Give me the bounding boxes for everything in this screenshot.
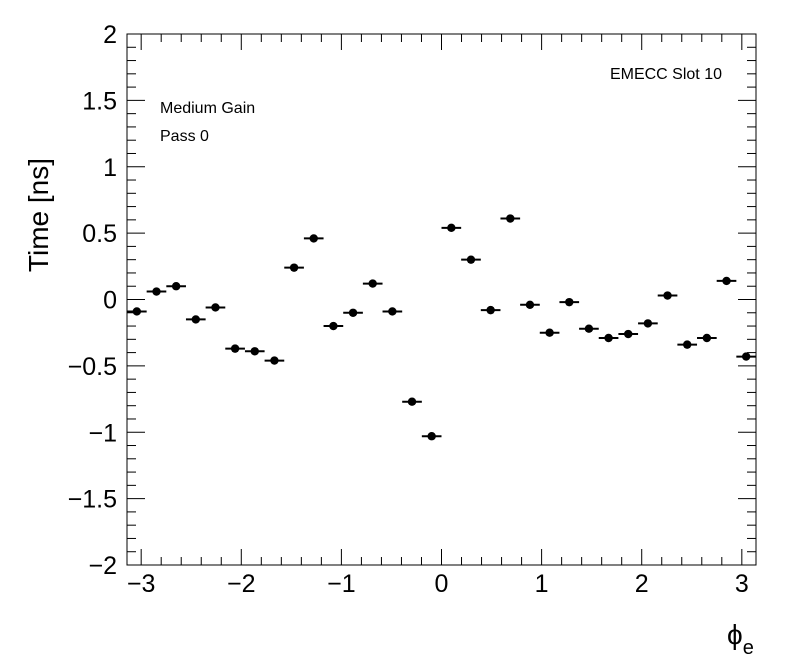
y-tick-label: 0.5 (82, 220, 117, 248)
data-point (461, 255, 481, 264)
data-marker (388, 307, 397, 316)
annotation-pass: Pass 0 (160, 128, 209, 145)
x-tick-label: 0 (435, 570, 449, 598)
annotation-gain: Medium Gain (160, 100, 255, 117)
data-marker (565, 297, 574, 307)
data-marker (702, 333, 712, 343)
data-point (441, 223, 462, 233)
data-point (677, 340, 698, 349)
data-marker (722, 276, 731, 286)
data-marker (624, 329, 633, 339)
data-marker (447, 223, 456, 233)
data-point (618, 329, 639, 339)
data-point (480, 305, 501, 315)
data-marker (309, 234, 318, 243)
x-axis-title-subscript: e (743, 637, 754, 659)
data-marker (683, 340, 692, 349)
data-point (500, 214, 521, 223)
data-point (264, 356, 285, 365)
y-tick-label: 0 (103, 287, 117, 315)
data-marker (191, 315, 200, 324)
data-marker (741, 352, 751, 361)
data-marker (604, 333, 613, 343)
data-point (323, 321, 344, 331)
data-marker (230, 344, 240, 353)
data-point (205, 303, 226, 312)
data-point (657, 291, 678, 300)
data-point (166, 282, 186, 291)
data-point (697, 333, 717, 343)
x-tick-label: −1 (327, 570, 356, 598)
data-point (343, 308, 363, 317)
x-tick-label: −3 (127, 570, 156, 598)
data-marker (152, 287, 161, 296)
data-point (225, 344, 245, 353)
y-tick-label: −1.5 (68, 486, 117, 514)
data-marker (250, 347, 259, 356)
data-marker (132, 307, 142, 316)
x-axis-title-symbol: ϕ (727, 619, 743, 650)
data-marker (211, 303, 220, 312)
data-point (362, 279, 383, 288)
data-marker (329, 321, 338, 331)
data-point (559, 297, 580, 307)
x-tick-label: 2 (635, 570, 649, 598)
data-marker (289, 263, 299, 272)
data-marker (643, 319, 653, 328)
data-marker (171, 282, 181, 291)
x-tick-label: 3 (735, 570, 749, 598)
data-point (284, 263, 304, 272)
y-tick-label: 1 (103, 154, 117, 182)
data-marker (270, 356, 279, 365)
data-point (303, 234, 324, 243)
data-point (638, 319, 658, 328)
x-axis-ticks (140, 34, 743, 565)
data-point (146, 287, 167, 296)
data-point (736, 352, 756, 361)
data-point (598, 333, 619, 343)
data-point (716, 276, 737, 286)
y-axis-ticks (127, 33, 756, 566)
y-axis-title: Time [ns] (23, 158, 54, 272)
data-point (539, 328, 560, 337)
y-axis-tick-labels: −2 −1.5 −1 −0.5 0 0.5 1 1.5 2 (68, 21, 117, 580)
data-marker (368, 279, 377, 288)
y-tick-label: 2 (103, 21, 117, 49)
data-point (244, 347, 265, 356)
y-tick-label: −2 (88, 552, 117, 580)
x-tick-label: −2 (227, 570, 256, 598)
data-point (520, 300, 540, 310)
data-marker (584, 324, 594, 333)
data-marker (525, 300, 535, 310)
data-marker (348, 308, 358, 317)
y-tick-label: −0.5 (68, 353, 117, 381)
data-marker (466, 255, 476, 264)
data-marker (663, 291, 672, 300)
data-marker (407, 397, 417, 406)
data-point (185, 315, 206, 324)
y-tick-label: −1 (88, 419, 117, 447)
data-marker (486, 305, 495, 315)
data-marker (545, 328, 554, 337)
y-tick-label: 1.5 (82, 87, 117, 115)
data-point (402, 397, 422, 406)
data-point (579, 324, 599, 333)
data-point (127, 307, 147, 316)
data-point (382, 307, 403, 316)
data-marker (427, 432, 436, 441)
x-axis-tick-labels: −3 −2 −1 0 1 2 3 (127, 570, 749, 598)
data-marker (506, 214, 515, 223)
x-axis-title: ϕe (727, 619, 754, 659)
data-points (127, 214, 756, 441)
data-point (421, 432, 442, 441)
annotation-slot: EMECC Slot 10 (610, 66, 722, 83)
x-tick-label: 1 (535, 570, 549, 598)
